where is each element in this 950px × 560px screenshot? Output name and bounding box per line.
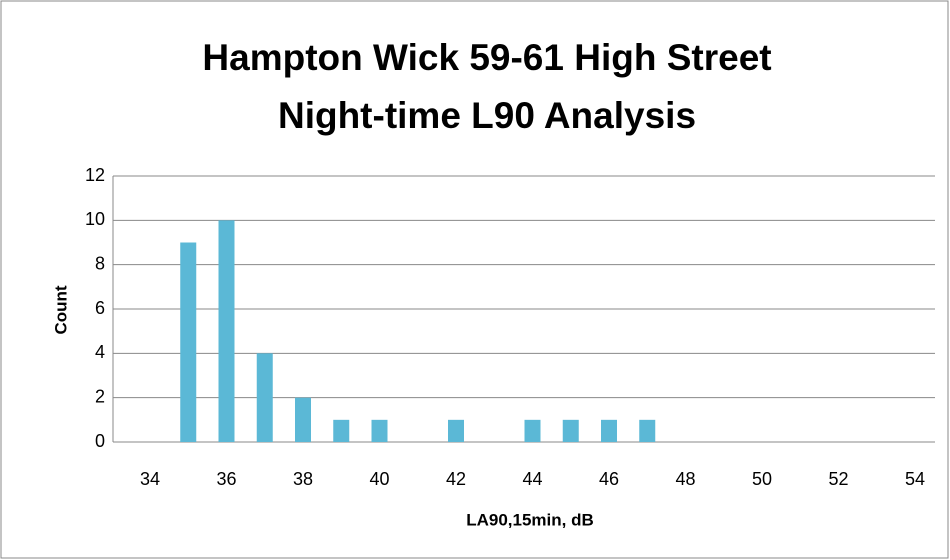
bar [524, 419, 541, 442]
x-tick-label: 38 [293, 469, 313, 489]
bar [180, 242, 197, 442]
x-tick-label: 36 [216, 469, 236, 489]
y-tick-label: 2 [95, 386, 105, 406]
y-tick-label: 4 [95, 342, 105, 362]
x-tick-label: 50 [752, 469, 772, 489]
bar [601, 419, 617, 442]
bar [371, 419, 388, 442]
bar [256, 353, 273, 442]
x-tick-label: 48 [675, 469, 695, 489]
x-tick-label: 46 [599, 469, 619, 489]
bar [333, 419, 350, 442]
x-tick-label: 54 [905, 469, 925, 489]
chart-title: Hampton Wick 59-61 High Street [202, 37, 771, 78]
y-tick-label: 10 [85, 209, 105, 229]
x-tick-label: 44 [522, 469, 542, 489]
y-tick-label: 12 [85, 165, 105, 185]
bar [448, 419, 464, 442]
bar [562, 419, 579, 442]
x-tick-label: 40 [369, 469, 389, 489]
bar [295, 397, 311, 442]
y-tick-label: 0 [95, 431, 105, 451]
x-tick-label: 42 [446, 469, 466, 489]
x-tick-label: 34 [140, 469, 160, 489]
y-axis-title: Count [51, 285, 70, 334]
y-tick-label: 8 [95, 253, 105, 273]
x-axis-title: LA90,15min, dB [466, 510, 594, 529]
x-tick-label: 52 [828, 469, 848, 489]
bar [639, 419, 656, 442]
y-tick-label: 6 [95, 298, 105, 318]
chart-title: Night-time L90 Analysis [278, 95, 696, 136]
bar [218, 220, 235, 442]
